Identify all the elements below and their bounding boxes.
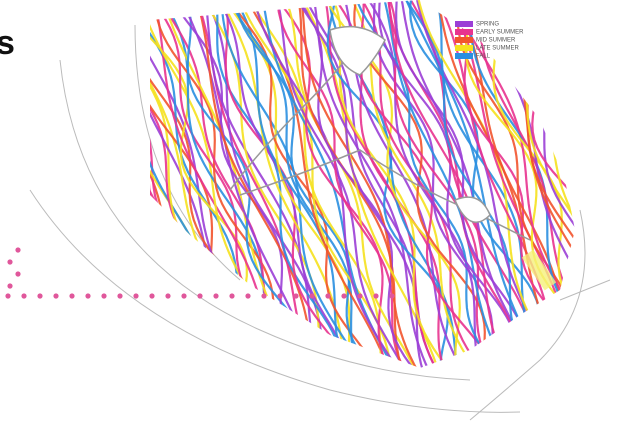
dot [117,293,123,299]
dot [261,293,267,299]
wave-line [296,0,434,368]
dot [245,293,251,299]
dot [357,293,363,299]
dot [181,293,187,299]
dot [37,293,43,299]
dot [341,293,347,299]
wave-line [214,0,363,368]
wave-line [326,0,452,368]
legend: SPRING EARLY SUMMER MID SUMMER LATE SUMMER F… [455,21,524,60]
dot [373,293,379,299]
dot [21,293,27,299]
legend-label: MID SUMMER [476,38,516,44]
dot [213,293,219,299]
wave-line [377,0,521,368]
dot [293,293,299,299]
path-highlight [521,249,557,291]
dot [325,293,331,299]
site-outlines [29,24,611,421]
wave-line [194,0,327,368]
dot [309,293,315,299]
wave-line [250,0,415,368]
dot [5,293,11,299]
legend-label: FALL [476,54,491,60]
wave-line [209,0,345,368]
dot [101,293,107,299]
legend-label: EARLY SUMMER [476,30,524,36]
legend-swatch [455,53,473,59]
dot [165,293,171,299]
dot [149,293,155,299]
wave-line [309,0,444,368]
legend-swatch [455,29,473,35]
wave-line [217,0,384,368]
legend-swatch [455,37,473,43]
wave-line [205,0,357,368]
dot [133,293,139,299]
legend-swatch [455,21,473,27]
wave-line [234,0,394,368]
wave-line [222,0,362,368]
dot [69,293,75,299]
dot [277,293,283,299]
wave-line [222,0,376,368]
wave-line [469,0,575,368]
legend-swatch [455,45,473,51]
dot [15,271,21,277]
wave-line [275,0,423,368]
dot [7,283,13,289]
paths [229,25,531,241]
dot [389,293,395,299]
legend-label: LATE SUMMER [476,46,520,52]
dot [53,293,59,299]
dot [15,247,21,253]
dotted-line [5,247,395,299]
wave-line [209,0,353,368]
dot [85,293,91,299]
dot [197,293,203,299]
heading-fragment: s [0,24,15,62]
wave-line [444,0,575,368]
legend-label: SPRING [476,22,499,28]
dot [229,293,235,299]
dot [7,259,13,265]
